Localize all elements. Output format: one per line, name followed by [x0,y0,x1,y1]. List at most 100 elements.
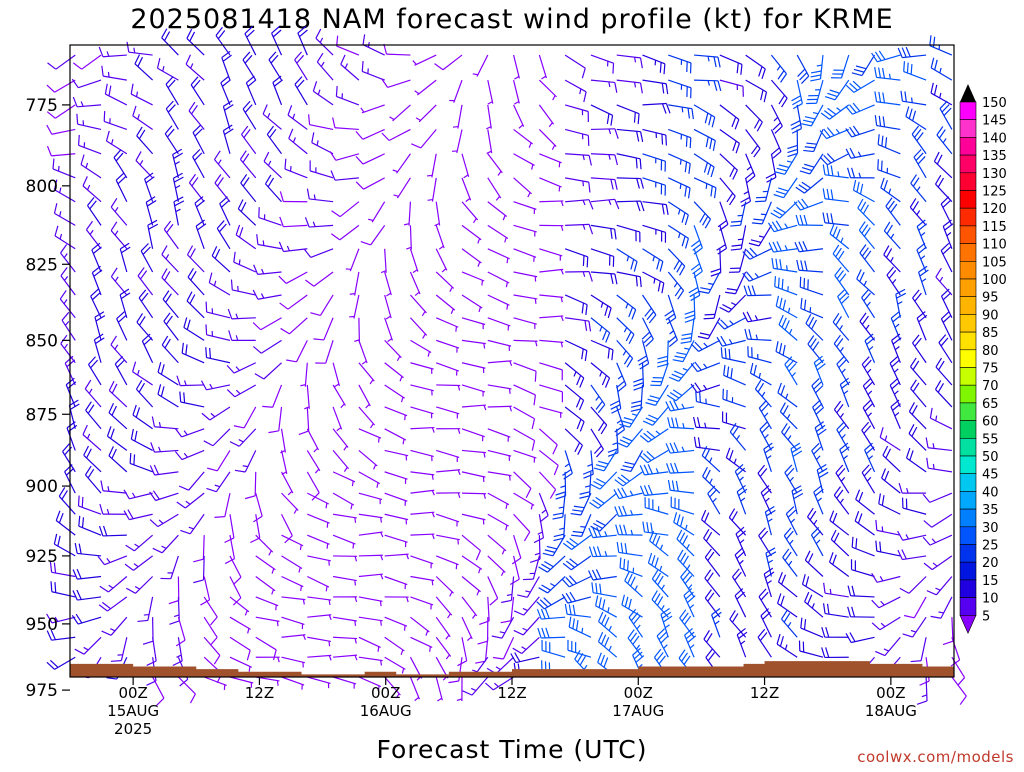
barb-staff [462,514,485,520]
barb-half-flag [159,447,161,452]
barb-half-flag [400,376,402,381]
colorbar-bottom-arrow [960,615,976,633]
barb-staff [539,450,558,465]
wind-barb [410,597,433,610]
barb-flag [631,401,641,403]
barb-staff [359,657,383,660]
barb-flag [598,653,602,663]
barb-half-flag [582,628,583,633]
barb-half-flag [895,413,899,416]
barb-half-flag [505,237,506,242]
barb-staff [158,68,179,80]
barb-flag [202,413,210,420]
barb-half-flag [790,329,792,334]
barb-flag [825,97,835,100]
barb-flag [805,147,815,148]
wind-barb [591,363,610,388]
barb-half-flag [631,510,633,515]
barb-half-flag [898,302,903,304]
barb-flag [55,582,56,592]
wind-barb [228,309,255,319]
barb-flag [621,469,631,471]
barb-flag [705,113,708,123]
barb-staff [133,116,153,130]
wind-barb [927,458,952,472]
barb-staff [825,593,849,597]
barb-half-flag [740,477,744,481]
wind-barb [229,330,256,340]
barb-staff [462,576,481,591]
wind-barb [333,556,357,561]
wind-barb [668,225,688,248]
barb-half-flag [933,443,934,448]
wind-barb [694,80,721,91]
wind-barb [667,463,694,473]
wind-barb [139,290,152,318]
wind-barb [187,292,204,318]
barb-flag [111,222,117,231]
barb-staff [436,225,444,248]
barb-staff [282,493,299,510]
y-tick-label: 800 [26,177,58,197]
wind-barb [488,385,512,394]
barb-flag [674,443,678,453]
wind-barb [883,446,900,472]
barb-half-flag [737,435,740,439]
wind-barb [852,55,875,75]
wind-barb [230,637,250,660]
barb-flag [646,403,656,406]
barb-flag [938,178,943,187]
wind-barb [307,514,329,527]
wind-barb [410,249,417,273]
barb-flag [615,199,619,209]
barb-flag [777,207,786,212]
wind-barb [206,472,230,492]
barb-half-flag [710,479,712,484]
wind-barb [488,340,511,351]
barb-flag [541,564,550,569]
wind-barb [708,486,720,514]
barb-half-flag [107,509,108,514]
wind-barb [904,61,926,80]
barb-half-flag [881,601,885,605]
wind-barb [435,55,462,70]
barb-half-flag [355,518,356,523]
wind-barb [83,176,101,201]
barb-half-flag [687,565,690,570]
wind-barb [642,55,664,74]
barb-half-flag [249,666,250,671]
wind-barb [359,514,383,522]
barb-staff [282,635,306,638]
barb-staff [82,55,101,69]
wind-barb [231,280,255,295]
colorbar-swatch [960,562,976,580]
barb-flag [806,576,809,586]
barb-flag [112,384,117,393]
barb-flag [683,535,688,544]
wind-barb [436,272,453,292]
barb-staff [539,340,563,342]
wind-barb [865,334,875,363]
barb-half-flag [522,647,526,650]
barb-staff [539,295,563,297]
wind-barb [729,509,745,536]
wind-barb [772,258,797,272]
barb-staff [359,318,360,342]
wind-barb [436,576,453,596]
wind-barb [684,588,695,617]
barb-half-flag [734,459,736,464]
wind-barb [436,470,460,475]
barb-half-flag [708,81,709,86]
barb-half-flag [912,98,913,103]
barb-flag [898,48,902,58]
wind-barb [691,225,702,254]
wind-barb [136,380,152,407]
barb-staff [539,80,556,97]
wind-barb [666,443,694,453]
barb-flag [593,523,602,528]
barb-half-flag [381,601,382,606]
barb-flag [313,81,316,91]
wind-barb [514,318,537,329]
barb-staff [307,407,308,431]
barb-flag [143,641,153,644]
